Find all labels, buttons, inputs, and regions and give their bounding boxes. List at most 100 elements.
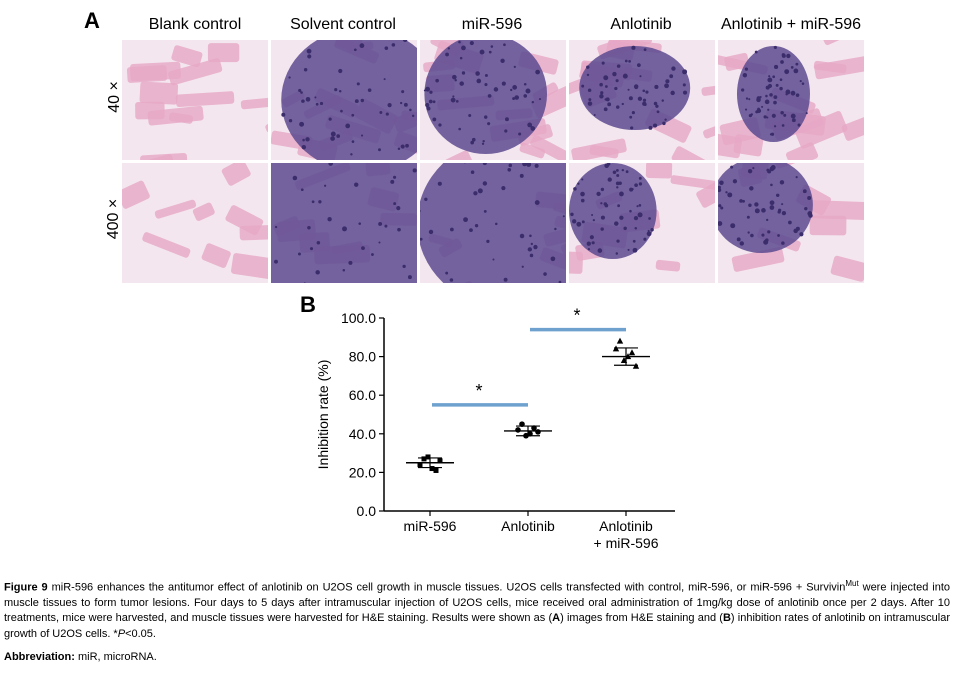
micrograph-tile xyxy=(122,40,268,160)
nucleus-dot xyxy=(305,97,311,102)
nucleus-dot xyxy=(718,204,722,208)
nucleus-dot xyxy=(303,282,306,283)
micrograph-tile xyxy=(569,163,715,283)
nucleus-dot xyxy=(274,259,278,264)
nucleus-dot xyxy=(318,200,322,204)
nucleus-dot xyxy=(664,83,669,89)
nucleus-dot xyxy=(617,204,621,208)
nucleus-dot xyxy=(790,66,794,69)
nucleus-dot xyxy=(401,90,405,94)
nucleus-dot xyxy=(338,68,343,74)
nucleus-dot xyxy=(748,98,751,101)
muscle-fiber xyxy=(231,253,268,282)
y-axis-label: Inhibition rate (%) xyxy=(315,360,331,470)
nucleus-dot xyxy=(645,90,649,94)
nucleus-dot xyxy=(307,54,312,59)
nucleus-dot xyxy=(601,61,605,65)
nucleus-dot xyxy=(653,101,658,106)
nucleus-dot xyxy=(616,239,620,243)
nucleus-dot xyxy=(779,78,783,81)
nucleus-dot xyxy=(474,223,479,228)
micrograph-tile xyxy=(271,163,417,283)
muscle-fiber xyxy=(517,124,553,146)
nucleus-dot xyxy=(360,134,364,137)
nucleus-dot xyxy=(773,64,779,70)
muscle-fiber xyxy=(175,91,235,108)
nucleus-dot xyxy=(742,73,748,78)
nucleus-dot xyxy=(619,191,624,197)
nucleus-dot xyxy=(603,202,608,206)
muscle-fiber xyxy=(139,81,179,105)
nucleus-dot xyxy=(614,221,619,226)
tumor-mass xyxy=(281,40,417,160)
muscle-fiber xyxy=(701,85,715,96)
inhibition-rate-chart: 0.0 20.0 40.0 60.0 80.0 100.0 Inhibition rate … xyxy=(315,306,675,551)
nucleus-dot xyxy=(383,78,386,81)
nucleus-dot xyxy=(629,209,632,213)
muscle-fiber xyxy=(240,96,268,110)
nucleus-dot xyxy=(319,101,324,106)
caption-text-2: were injected into muscle tissues to for… xyxy=(4,581,950,625)
nucleus-dot xyxy=(459,81,464,86)
nucleus-dot xyxy=(682,83,686,87)
nucleus-dot xyxy=(507,168,512,172)
nucleus-dot xyxy=(538,98,542,101)
column-label-anlotinib: Anlotinib xyxy=(610,16,672,33)
muscle-fiber xyxy=(168,58,223,86)
nucleus-dot xyxy=(327,217,332,222)
nucleus-dot xyxy=(581,84,585,88)
caption-p: P xyxy=(117,627,126,640)
nucleus-dot xyxy=(764,99,770,105)
column-label-solvent-control: Solvent control xyxy=(290,16,396,33)
nucleus-dot xyxy=(730,165,734,169)
nucleus-dot xyxy=(785,89,791,95)
row-label-400x: 400 × xyxy=(105,198,122,240)
nucleus-dot xyxy=(298,88,302,93)
nucleus-dot xyxy=(607,177,612,182)
abbreviation-line: Abbreviation: miR, microRNA. xyxy=(4,651,157,663)
micrograph-tile xyxy=(122,163,268,283)
nucleus-dot xyxy=(781,124,785,127)
muscle-fiber xyxy=(207,43,240,63)
micrograph-tile xyxy=(569,40,715,160)
nucleus-dot xyxy=(484,83,488,87)
muscle-fiber xyxy=(122,180,150,209)
nucleus-dot xyxy=(781,210,787,216)
nucleus-dot xyxy=(749,186,754,191)
tumor-mass xyxy=(718,163,813,253)
nucleus-dot xyxy=(385,112,389,116)
nucleus-dot xyxy=(477,188,483,194)
significance-star: * xyxy=(573,306,580,326)
nucleus-dot xyxy=(438,123,442,127)
nucleus-dot xyxy=(662,121,666,126)
nucleus-dot xyxy=(300,91,303,94)
nucleus-dot xyxy=(423,89,426,92)
nucleus-dot xyxy=(655,104,659,108)
tumor-mass xyxy=(420,163,566,283)
muscle-fiber xyxy=(519,142,546,159)
nucleus-dot xyxy=(682,69,688,75)
muscle-fiber xyxy=(724,52,750,71)
nucleus-dot xyxy=(664,118,667,121)
nucleus-dot xyxy=(356,82,360,86)
data-point xyxy=(620,356,628,363)
tumor-mass xyxy=(424,40,548,154)
muscle-fiber xyxy=(221,163,251,186)
nucleus-dot xyxy=(748,113,753,118)
nucleus-dot xyxy=(599,94,604,99)
nucleus-dot xyxy=(455,99,459,103)
nucleus-dot xyxy=(378,148,381,152)
nucleus-dot xyxy=(490,45,494,48)
nucleus-dot xyxy=(643,48,647,52)
data-point xyxy=(421,456,427,462)
nucleus-dot xyxy=(795,93,800,97)
nucleus-dot xyxy=(593,114,596,117)
nucleus-dot xyxy=(647,229,650,232)
nucleus-dot xyxy=(615,252,619,255)
nucleus-dot xyxy=(638,182,643,186)
nucleus-dot xyxy=(314,96,317,99)
nucleus-dot xyxy=(730,223,736,229)
nucleus-dot xyxy=(351,113,355,117)
nucleus-dot xyxy=(744,67,749,71)
nucleus-dot xyxy=(508,163,513,168)
